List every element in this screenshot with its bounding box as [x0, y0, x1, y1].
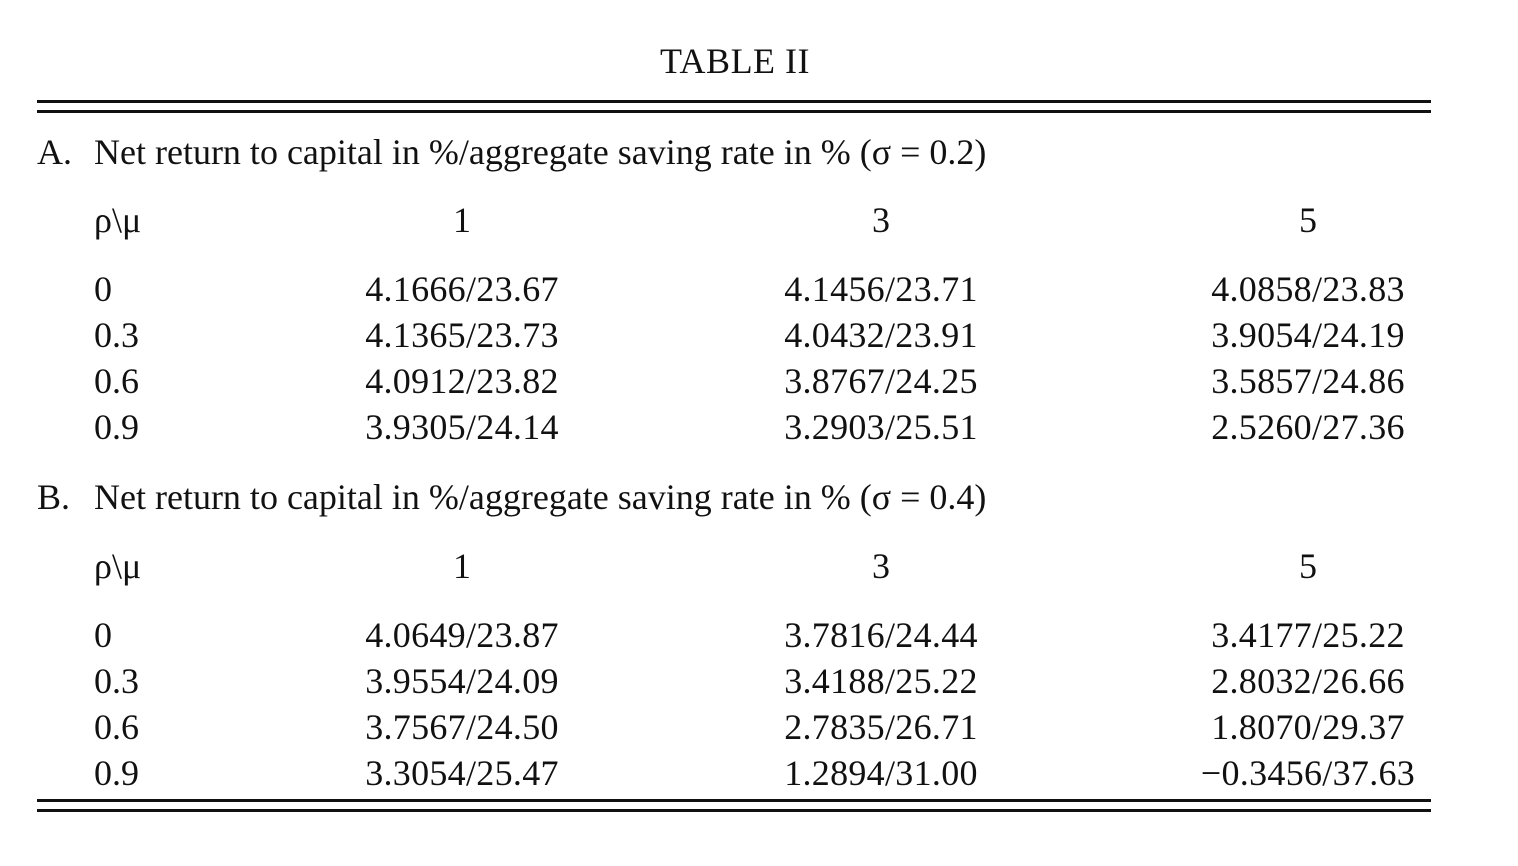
panel-a-row-label: 0 — [94, 269, 112, 309]
panel-b-table-cell: 4.0649/23.87 — [365, 615, 559, 655]
panel-a-col-header-2: 3 — [872, 200, 890, 240]
panel-a-table-cell: 4.0432/23.91 — [784, 315, 978, 355]
panel-b-table-cell: 3.7816/24.44 — [784, 615, 978, 655]
panel-a-table-cell: 4.1365/23.73 — [365, 315, 559, 355]
panel-a-table-cell: 4.1666/23.67 — [365, 269, 559, 309]
panel-b-col-header-1: 1 — [453, 546, 471, 586]
panel-a-row-label: 0.6 — [94, 361, 139, 401]
panel-b-letter: B. — [37, 477, 71, 517]
bottom-rule-upper — [37, 799, 1431, 802]
panel-a-heading-text: Net return to capital in %/aggregate sav… — [94, 132, 987, 172]
panel-b-row-label: 0 — [94, 615, 112, 655]
panel-b-table-cell: 2.7835/26.71 — [784, 707, 978, 747]
panel-a-letter: A. — [37, 132, 72, 172]
panel-a-table-cell: 3.9305/24.14 — [365, 407, 559, 447]
panel-b-heading-text: Net return to capital in %/aggregate sav… — [94, 477, 987, 517]
panel-a-table-cell: 3.5857/24.86 — [1211, 361, 1405, 401]
panel-a-col-header-3: 5 — [1299, 200, 1317, 240]
panel-b-table-cell: 2.8032/26.66 — [1211, 661, 1405, 701]
panel-b-table-cell: 1.2894/31.00 — [784, 753, 978, 793]
panel-a-table-cell: 2.5260/27.36 — [1211, 407, 1405, 447]
panel-a-table-cell: 3.9054/24.19 — [1211, 315, 1405, 355]
panel-a-corner-label: ρ\μ — [94, 200, 142, 240]
panel-b-corner-label: ρ\μ — [94, 546, 142, 586]
panel-a-table-cell: 3.2903/25.51 — [784, 407, 978, 447]
panel-b-heading: B. Net return to capital in %/aggregate s… — [37, 476, 986, 518]
panel-b-row-label: 0.6 — [94, 707, 139, 747]
panel-b-col-header-2: 3 — [872, 546, 890, 586]
panel-a-row-label: 0.9 — [94, 407, 139, 447]
bottom-rule-lower — [37, 809, 1431, 812]
panel-b-row-label: 0.3 — [94, 661, 139, 701]
panel-b-table-cell: 3.4177/25.22 — [1211, 615, 1405, 655]
panel-b-table-cell: 3.7567/24.50 — [365, 707, 559, 747]
panel-b-table-cell: 1.8070/29.37 — [1211, 707, 1405, 747]
top-rule-upper — [37, 100, 1431, 103]
panel-b-table-cell: 3.4188/25.22 — [784, 661, 978, 701]
panel-a-table-cell: 4.0912/23.82 — [365, 361, 559, 401]
panel-b-table-cell: 3.3054/25.47 — [365, 753, 559, 793]
panel-a-table-cell: 4.0858/23.83 — [1211, 269, 1405, 309]
table-title: TABLE II — [659, 41, 811, 81]
panel-b-table-cell: −0.3456/37.63 — [1200, 753, 1416, 793]
panel-b-row-label: 0.9 — [94, 753, 139, 793]
top-rule-lower — [37, 110, 1431, 113]
panel-a-heading: A. Net return to capital in %/aggregate s… — [37, 131, 986, 173]
panel-a-col-header-1: 1 — [453, 200, 471, 240]
panel-a-row-label: 0.3 — [94, 315, 139, 355]
panel-b-table-cell: 3.9554/24.09 — [365, 661, 559, 701]
panel-a-table-cell: 4.1456/23.71 — [784, 269, 978, 309]
panel-a-table-cell: 3.8767/24.25 — [784, 361, 978, 401]
panel-b-col-header-3: 5 — [1299, 546, 1317, 586]
